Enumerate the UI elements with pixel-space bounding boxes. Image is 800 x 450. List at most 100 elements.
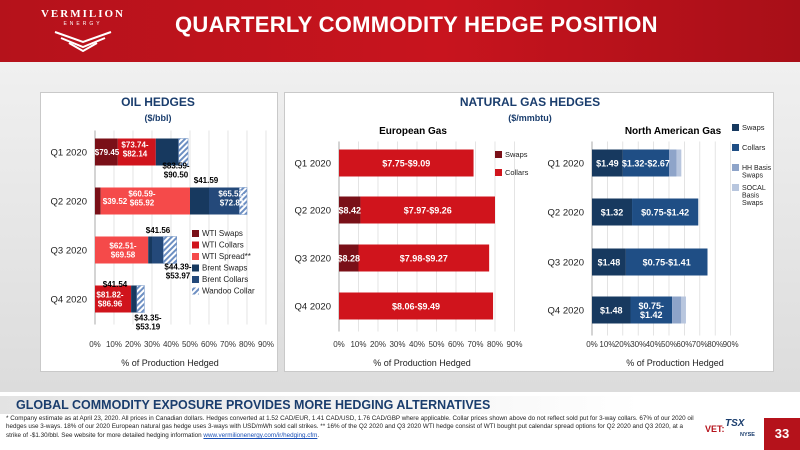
bar-segment	[209, 187, 240, 215]
legend-swatch	[192, 264, 199, 272]
data-label: $1.49	[596, 159, 619, 169]
legend-swatch	[732, 144, 739, 151]
footer-band	[0, 396, 800, 414]
x-tick-label: 70%	[692, 340, 708, 349]
bar-segment	[592, 248, 626, 276]
x-tick-label: 70%	[220, 340, 236, 349]
x-tick-label: 80%	[239, 340, 255, 349]
x-tick-label: 0%	[586, 340, 598, 349]
data-label: $0.75-$1.42	[639, 301, 665, 320]
x-tick-label: 80%	[487, 340, 503, 349]
bar-segment	[152, 236, 164, 264]
bar-segment	[632, 198, 699, 226]
x-tick-label: 90%	[258, 340, 274, 349]
legend-label: Swaps	[505, 150, 528, 159]
x-tick-label: 0%	[89, 340, 101, 349]
data-label: $1.32	[601, 208, 624, 218]
legend-swatch	[192, 276, 199, 283]
bar-segment	[681, 296, 686, 324]
hedging-link[interactable]: www.vermilionenergy.com/ir/hedging.cfm	[203, 431, 318, 439]
bar-segment	[239, 187, 248, 215]
x-axis-label: % of Production Hedged	[121, 358, 219, 368]
data-label: $1.48	[600, 306, 623, 316]
data-label: $7.98-$9.27	[400, 254, 448, 264]
bar-segment	[136, 285, 145, 313]
legend-label: WTI Spread**	[202, 252, 251, 261]
footer-title: GLOBAL COMMODITY EXPOSURE PROVIDES MORE …	[16, 398, 491, 412]
page-number: 33	[764, 418, 800, 450]
bar-segment	[155, 138, 179, 166]
bar-segment	[95, 236, 149, 264]
category-label: Q1 2020	[295, 159, 331, 170]
legend-swatch	[495, 151, 502, 158]
bar-segment	[95, 187, 101, 215]
x-axis-label: % of Production Hedged	[626, 358, 724, 368]
legend-label: SOCAL Basis Swaps	[742, 185, 766, 207]
european-gas-title: European Gas	[379, 126, 447, 137]
logo-wordmark: VERMILION	[40, 8, 125, 20]
bar-segment	[339, 244, 359, 272]
category-label: Q2 2020	[295, 206, 331, 217]
legend-swatch	[732, 184, 739, 191]
data-label: $81.82-$86.96	[96, 291, 123, 309]
bar-segment	[95, 285, 132, 313]
x-tick-label: 80%	[707, 340, 723, 349]
data-label: $7.75-$9.09	[382, 159, 430, 169]
north-american-gas-title: North American Gas	[625, 126, 722, 137]
legend-label: WTI Collars	[202, 241, 244, 250]
x-tick-label: 90%	[723, 340, 739, 349]
data-label: $65.52-$72.81	[218, 190, 245, 208]
legend-label: Brent Collars	[202, 275, 248, 284]
category-label: Q3 2020	[548, 258, 584, 269]
category-label: Q1 2020	[51, 148, 87, 159]
legend-label: WTI Swaps	[202, 229, 243, 238]
bar-segment	[100, 187, 190, 215]
category-label: Q4 2020	[295, 302, 331, 313]
legend-swatch	[732, 164, 739, 171]
oil-hedges-subtitle: ($/bbl)	[145, 113, 172, 123]
legend-swatch	[732, 124, 739, 131]
x-tick-label: 0%	[333, 340, 345, 349]
bar-segment	[148, 236, 152, 264]
bar-segment	[95, 138, 118, 166]
x-tick-label: 20%	[125, 340, 141, 349]
legend-swatch	[192, 287, 199, 295]
bar-segment	[339, 292, 494, 320]
data-label: $1.32-$2.67	[622, 159, 670, 169]
x-tick-label: 50%	[182, 340, 198, 349]
bar-segment	[676, 149, 682, 177]
data-label: $8.06-$9.49	[392, 302, 440, 312]
bar-segment	[178, 138, 189, 166]
legend-swatch	[495, 169, 502, 176]
logo-chevron-icon	[54, 31, 112, 52]
footnote-suffix: .	[317, 431, 320, 439]
x-tick-label: 50%	[661, 340, 677, 349]
gas-hedges-title: NATURAL GAS HEDGES	[460, 95, 600, 109]
nyse-logo: NYSE	[740, 432, 755, 438]
category-label: Q4 2020	[51, 295, 87, 306]
legend-label: Collars	[505, 168, 529, 177]
x-tick-label: 20%	[615, 340, 631, 349]
bar-segment	[592, 296, 631, 324]
logo-subtitle: ENERGY	[63, 21, 103, 27]
ticker-symbol: VET:	[705, 424, 725, 434]
x-axis-label: % of Production Hedged	[373, 358, 471, 368]
category-label: Q3 2020	[295, 254, 331, 265]
data-label: $79.45	[95, 148, 120, 157]
x-tick-label: 60%	[201, 340, 217, 349]
x-tick-label: 60%	[448, 340, 464, 349]
x-tick-label: 30%	[630, 340, 646, 349]
data-label: $41.59	[194, 176, 219, 185]
bar-segment	[672, 296, 682, 324]
vermilion-logo: VERMILION ENERGY	[28, 8, 138, 58]
x-tick-label: 30%	[389, 340, 405, 349]
x-tick-label: 40%	[646, 340, 662, 349]
x-tick-label: 10%	[106, 340, 122, 349]
legend-label: Collars	[742, 143, 766, 152]
gas-hedges-panel	[284, 92, 774, 372]
bar-segment	[592, 149, 623, 177]
bar-segment	[131, 285, 137, 313]
x-tick-label: 50%	[428, 340, 444, 349]
gas-hedges-subtitle: ($/mmbtu)	[508, 113, 552, 123]
